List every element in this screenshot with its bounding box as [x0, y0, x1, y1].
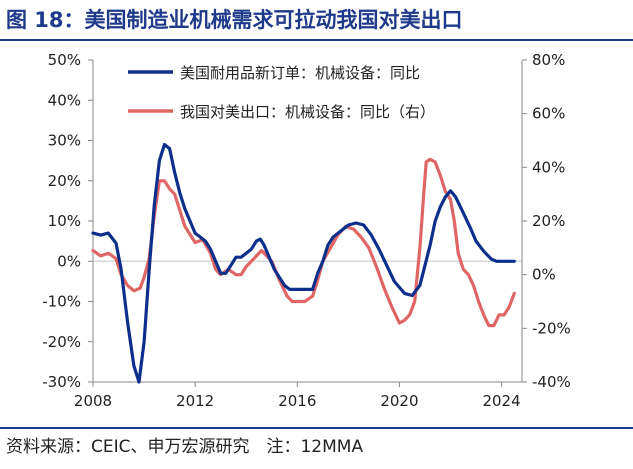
y-right-tick-label: -40%: [532, 373, 571, 391]
figure-title: 图 18：美国制造业机械需求可拉动我国对美出口: [6, 8, 463, 32]
line-chart: 50% 40% 30% 20% 10% 0% -10% -20% -30% 80% 60% 40% 20…: [42, 51, 571, 410]
x-tick-label: 2016: [278, 392, 316, 410]
y-left-tick-label: -30%: [42, 373, 81, 391]
source-note: 资料来源：CEIC、申万宏源研究 注：12MMA: [6, 437, 364, 457]
y-right-tick-label: -20%: [532, 319, 571, 337]
y-left-tick-label: 10%: [48, 212, 81, 230]
y-right-tick-label: 40%: [532, 158, 565, 176]
series-line-2: [91, 157, 516, 328]
chart-axes: 50% 40% 30% 20% 10% 0% -10% -20% -30% 80% 60% 40% 20…: [42, 51, 571, 410]
x-tick-label: 2008: [74, 392, 112, 410]
y-right-tick-label: 20%: [532, 212, 565, 230]
y-left-tick-label: -10%: [42, 293, 81, 311]
source-rule: [0, 427, 633, 429]
y-left-tick-label: 0%: [57, 252, 81, 270]
y-right-tick-label: 60%: [532, 105, 565, 123]
y-left-tick-label: 40%: [48, 91, 81, 109]
chart-series-lines: [91, 142, 516, 384]
y-right-tick-label: 80%: [532, 51, 565, 69]
y-left-tick-label: -20%: [42, 333, 81, 351]
x-tick-label: 2012: [176, 392, 214, 410]
legend-label-2: 我国对美出口：机械设备：同比（右）: [180, 103, 435, 121]
x-tick-label: 2024: [482, 392, 520, 410]
y-left-tick-label: 30%: [48, 132, 81, 150]
series-line-1: [91, 142, 516, 384]
title-rule: [0, 39, 633, 41]
y-left-tick-label: 20%: [48, 172, 81, 190]
y-right-tick-label: 0%: [532, 266, 556, 284]
legend-label-1: 美国耐用品新订单：机械设备：同比: [180, 64, 420, 82]
x-tick-label: 2020: [380, 392, 418, 410]
y-left-tick-label: 50%: [48, 51, 81, 69]
